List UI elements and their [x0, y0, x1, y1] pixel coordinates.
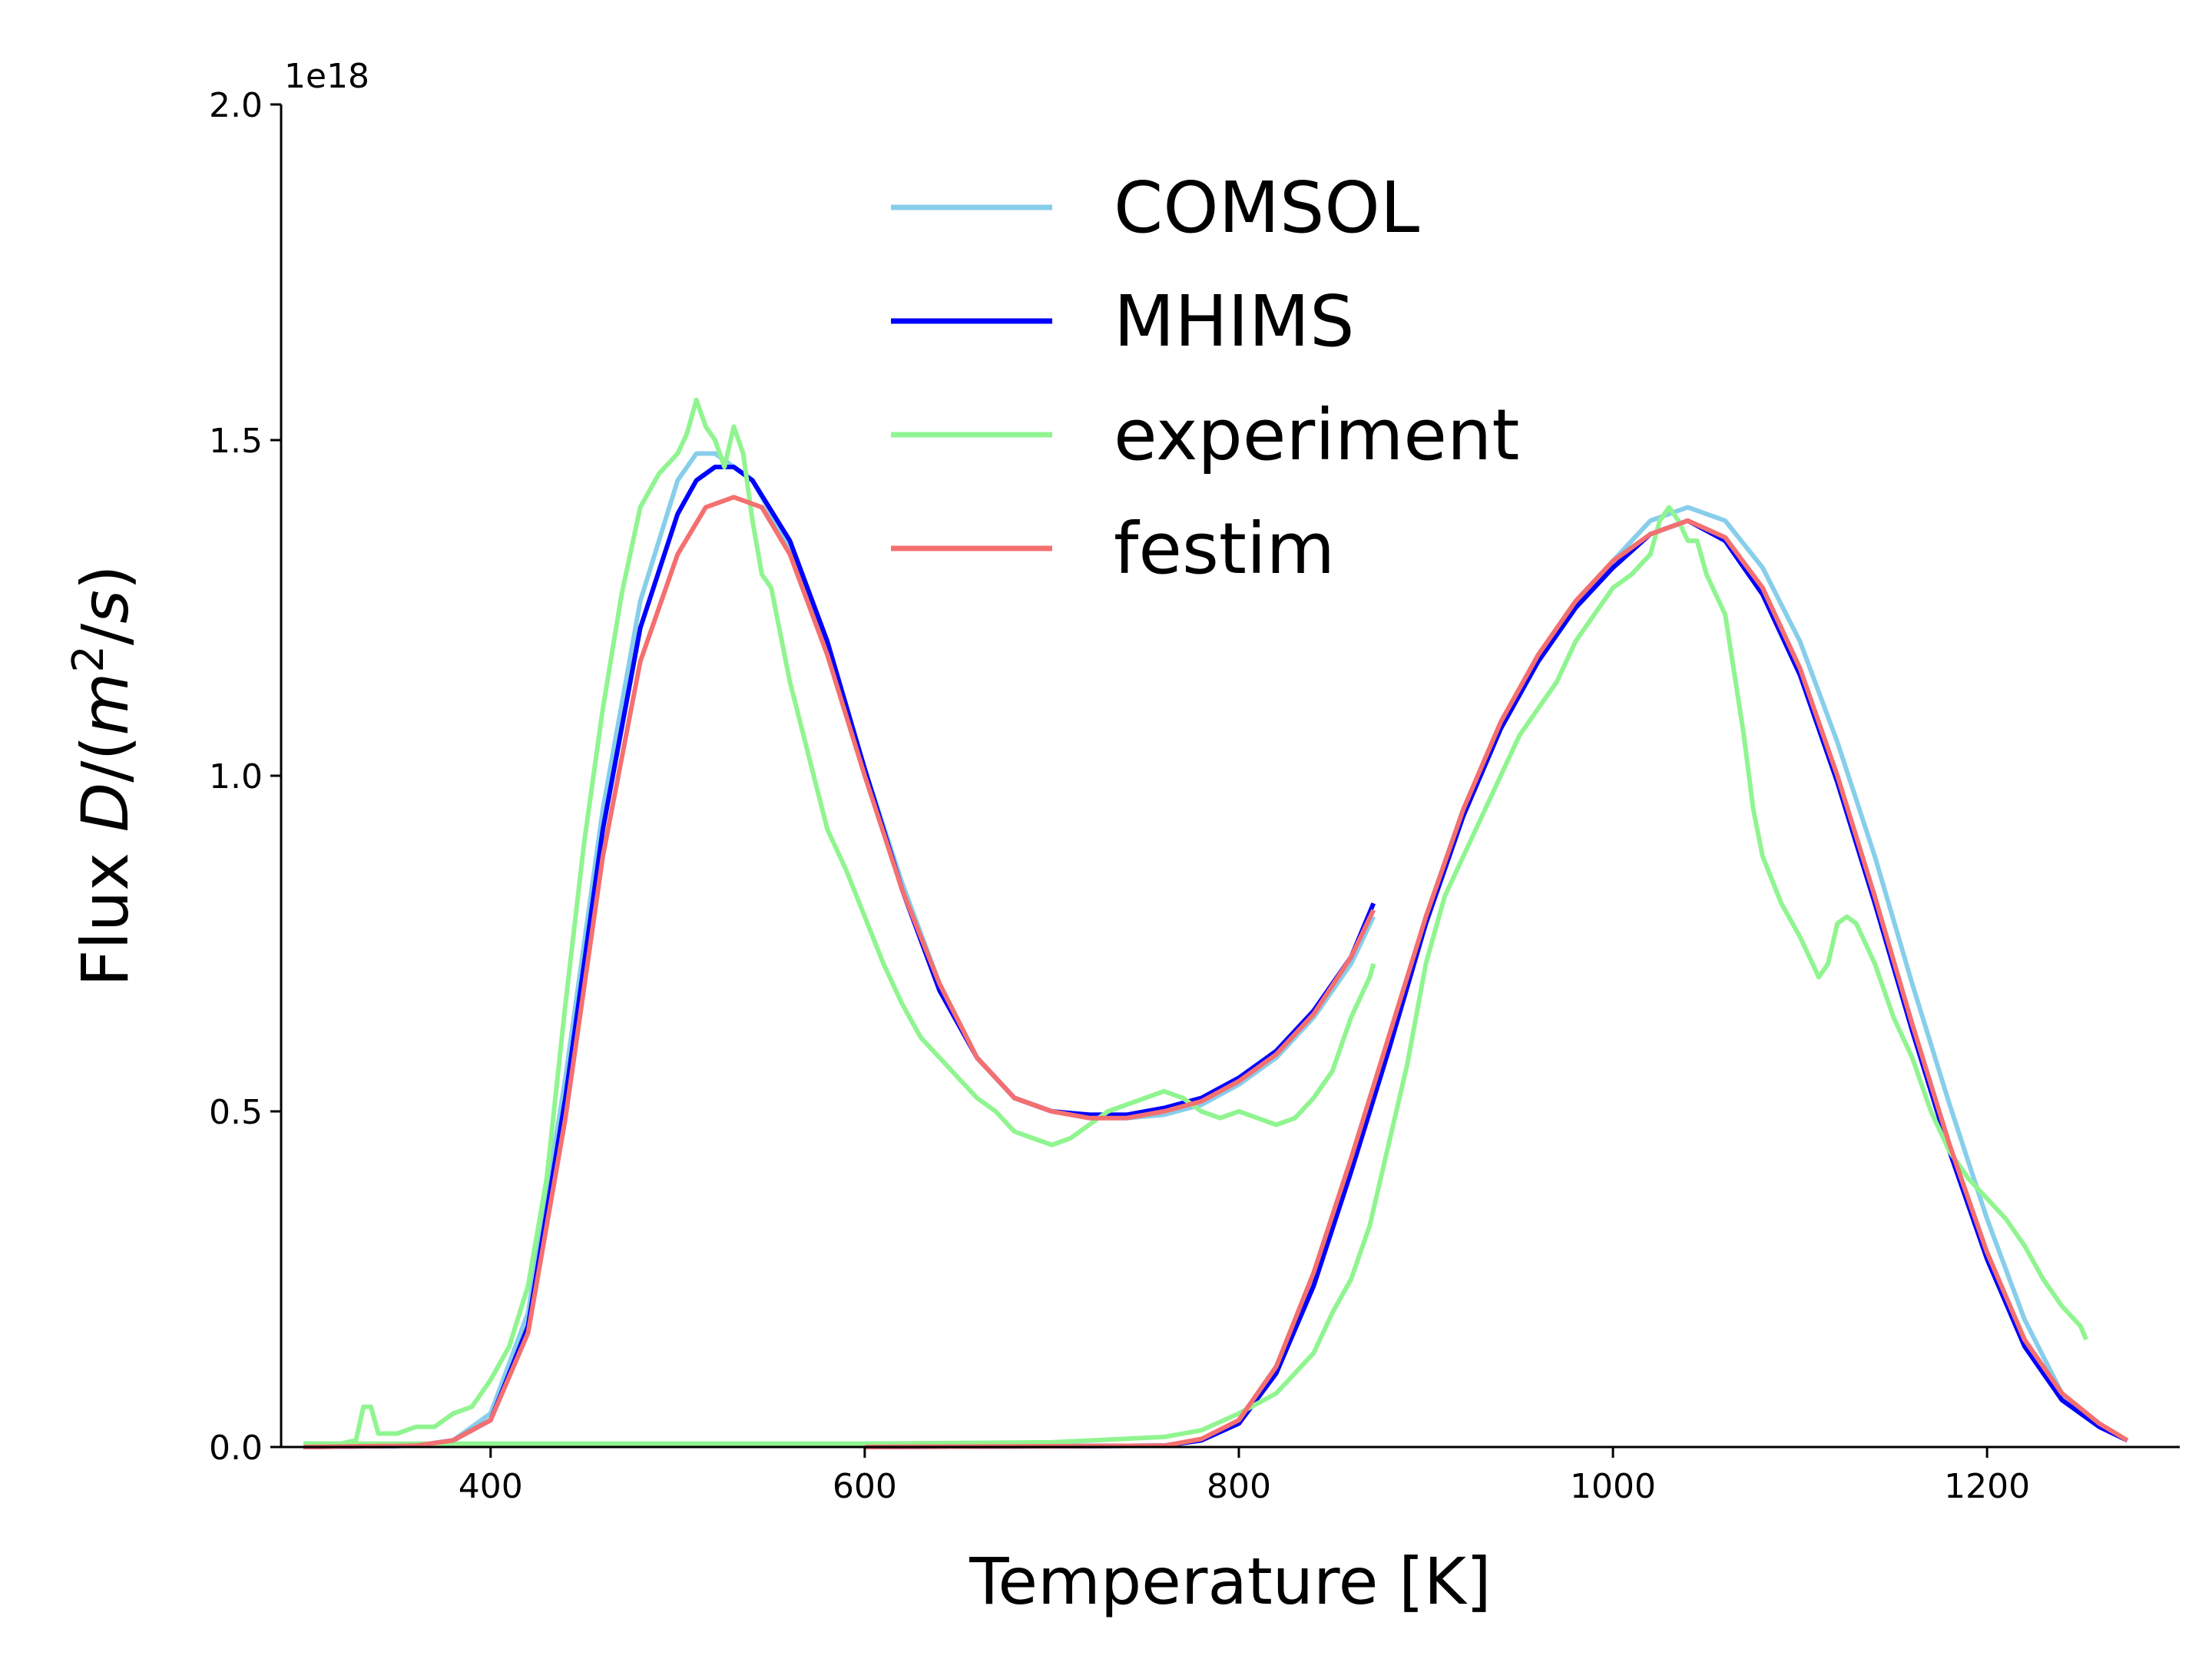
y-axis-title-slash: / [68, 623, 143, 645]
y-axis-title-var: D [68, 783, 143, 833]
legend-label-experiment: experiment [1114, 394, 1519, 476]
x-tick-label: 1200 [1944, 1467, 2030, 1506]
y-axis-title-base: m [68, 673, 143, 736]
legend-label-festim: festim [1114, 508, 1335, 590]
series-festim-line-2 [864, 518, 2129, 1449]
series-mhims-line-1 [303, 465, 1376, 1449]
y-axis-title-end: ) [68, 565, 143, 590]
y-ticks: 0.0 0.5 1.0 1.5 2.0 [209, 86, 281, 1468]
x-axis-title: Temperature [K] [969, 1544, 1491, 1619]
x-tick-label: 800 [1207, 1467, 1271, 1506]
x-tick-label: 600 [833, 1467, 897, 1506]
x-tick-label: 1000 [1570, 1467, 1656, 1506]
y-tick-label: 1.5 [209, 422, 263, 461]
y-offset-label: 1e18 [284, 57, 369, 96]
y-tick-label: 0.0 [209, 1429, 263, 1468]
y-tick-label: 2.0 [209, 86, 263, 125]
legend-label-comsol: COMSOL [1114, 167, 1419, 249]
legend-label-mhims: MHIMS [1114, 280, 1354, 363]
legend: COMSOL MHIMS experiment festim [891, 167, 1519, 590]
y-axis-title-prefix: Flux [68, 832, 143, 986]
y-axis-title-sup: 2 [64, 645, 114, 673]
y-axis-title-open: /( [68, 736, 143, 783]
y-axis-title-unit-var: s [68, 590, 143, 624]
x-ticks: 400 600 800 1000 1200 [459, 1447, 2030, 1506]
x-tick-label: 400 [459, 1467, 523, 1506]
series-comsol-line-2 [864, 505, 2129, 1449]
y-axis-title: Flux D/(m2/s) [64, 565, 143, 986]
y-tick-label: 0.5 [209, 1093, 263, 1132]
series-layer [303, 397, 2129, 1449]
series-mhims-line-2 [864, 518, 2129, 1449]
y-tick-label: 1.0 [209, 757, 263, 796]
series-experiment-line-2 [303, 505, 2088, 1446]
series-festim-line-1 [303, 495, 1376, 1449]
series-comsol-line-1 [303, 451, 1376, 1449]
